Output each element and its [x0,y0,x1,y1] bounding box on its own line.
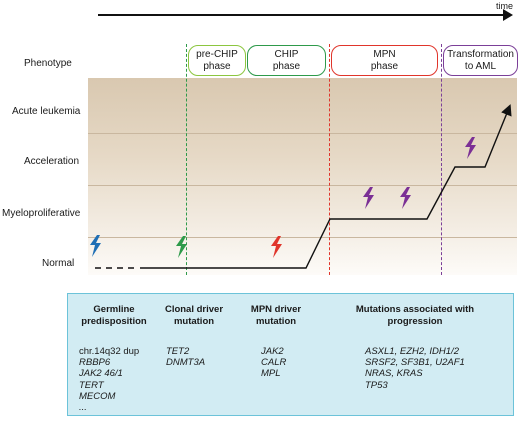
gridline-myeloproliferative [88,237,517,238]
clonal-list: TET2 DNMT3A [166,346,205,368]
plot-background [88,78,517,275]
header-germline: Germline predisposition [81,304,147,327]
germline-item: RBBP6 [79,357,111,369]
gridline-acceleration [88,185,517,186]
phase-pre-chip: pre-CHIP phase [188,45,246,76]
gridline-acute [88,133,517,134]
germline-list: chr.14q32 dup RBBP6 JAK2 46/1 TERT MECOM… [79,346,139,413]
lightning-clonal-icon [176,236,187,258]
header-clonal: Clonal driver mutation [164,304,224,327]
header-mpn: MPN driver mutation [250,304,302,327]
phenotype-label: Phenotype [24,58,72,69]
boundary-mpn [329,44,330,275]
germline-item: chr.14q32 dup [79,346,140,357]
level-acute-leukemia: Acute leukemia [12,106,81,117]
progression-item: TP53 [365,379,388,391]
level-myeloproliferative: Myeloproliferative [2,208,81,219]
disease-trajectory-line [140,104,512,269]
lightning-progression-icon-3 [465,137,476,159]
time-arrow-line [98,14,504,16]
germline-item: JAK2 46/1 [79,368,123,380]
progression-item: SRSF2, SF3B1, U2AF1 [365,357,465,369]
lightning-progression-icon-2 [400,187,411,209]
level-normal: Normal [42,258,75,269]
mpn-item: JAK2 [261,346,284,357]
phase-mpn: MPN phase [331,45,438,76]
clonal-item: DNMT3A [166,357,206,369]
progression-item: NRAS, KRAS [365,368,423,380]
header-progression: Mutations associated with progression [355,304,475,327]
mpn-item: MPL [261,368,281,380]
lightning-mpn-icon [271,236,282,258]
germline-item: MECOM [79,390,116,402]
level-acceleration: Acceleration [24,156,80,167]
time-label: time [496,1,514,11]
mpn-list: JAK2 CALR MPL [261,346,286,380]
germline-item: TERT [79,379,104,391]
germline-item: ... [79,402,87,414]
clonal-item: TET2 [166,346,190,357]
boundary-pre-chip [186,44,187,275]
lightning-progression-icon-1 [363,187,374,209]
lightning-germline-icon [90,235,101,257]
phase-aml: Transformation to AML [443,45,518,76]
mutation-table [67,293,514,416]
progression-item: ASXL1, EZH2, IDH1/2 [365,346,459,357]
phase-chip: CHIP phase [247,45,326,76]
boundary-aml [441,44,442,275]
mpn-item: CALR [261,357,287,369]
time-arrow-head-icon [503,9,513,21]
progression-list: ASXL1, EZH2, IDH1/2 SRSF2, SF3B1, U2AF1 … [365,346,465,391]
